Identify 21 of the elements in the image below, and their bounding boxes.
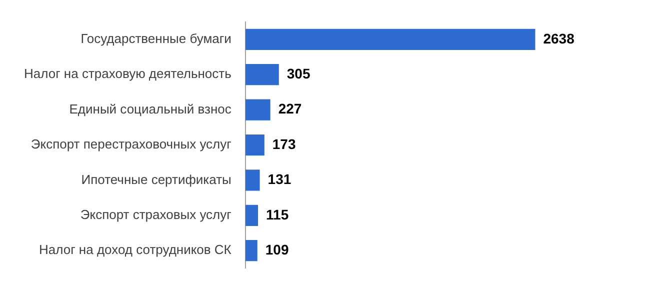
bar <box>245 99 270 120</box>
bar <box>245 134 264 156</box>
data-label: 115 <box>266 206 289 222</box>
y-tick-label: Ипотечные сертификаты <box>81 172 232 187</box>
data-label: 131 <box>268 171 292 188</box>
bar <box>245 28 536 50</box>
y-tick-label: Экспорт перестраховочных услуг <box>30 136 232 152</box>
data-label: 305 <box>286 65 310 82</box>
y-tick-label: Экспорт страховых услуг <box>80 206 232 222</box>
y-tick-label: Налог на страховую деятельность <box>24 66 232 82</box>
bar <box>245 170 260 191</box>
data-label: 2638 <box>543 30 575 46</box>
bar <box>245 64 279 86</box>
data-label: 227 <box>278 100 302 117</box>
bar <box>245 240 258 262</box>
data-label: 109 <box>265 241 289 258</box>
y-tick-label: Налог на доход сотрудников СК <box>39 242 232 258</box>
y-tick-label: Единый социальный взнос <box>69 101 232 116</box>
data-label: 173 <box>272 136 296 152</box>
bar <box>245 204 258 226</box>
y-tick-label: Государственные бумаги <box>80 30 232 46</box>
